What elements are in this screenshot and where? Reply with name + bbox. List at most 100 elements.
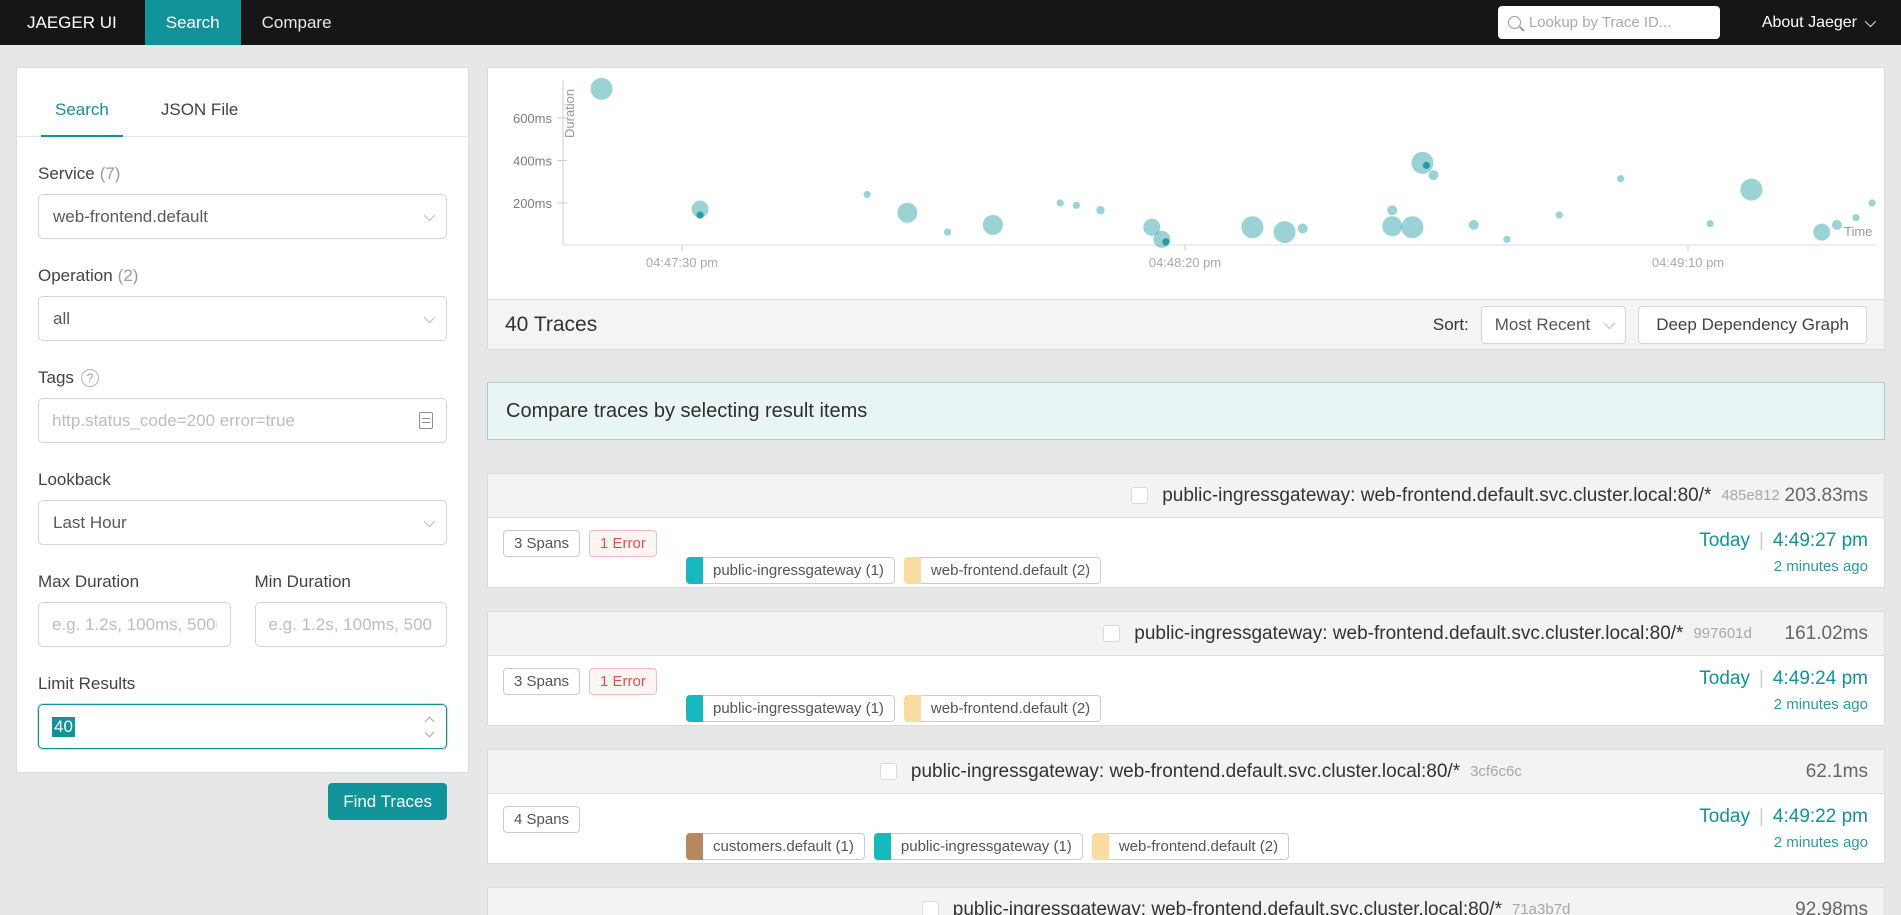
trace-result-card[interactable]: public-ingressgateway: web-frontend.defa… (487, 887, 1885, 915)
trace-scatter-point[interactable] (1143, 218, 1161, 236)
max-duration-input[interactable] (52, 614, 217, 635)
trace-scatter-point[interactable] (1056, 199, 1064, 207)
trace-title[interactable]: public-ingressgateway: web-frontend.defa… (1162, 484, 1712, 506)
number-stepper-icon[interactable] (424, 716, 435, 737)
min-duration-input[interactable] (268, 614, 433, 635)
trace-date-link[interactable]: Today (1699, 668, 1750, 689)
compare-banner: Compare traces by selecting result items (487, 382, 1885, 440)
max-duration-box[interactable] (38, 602, 231, 647)
span-count-pill: 3 Spans (503, 668, 581, 695)
svg-text:04:49:10 pm: 04:49:10 pm (1652, 255, 1724, 270)
trace-card-header: public-ingressgateway: web-frontend.defa… (488, 474, 1884, 518)
trace-time-link[interactable]: 4:49:22 pm (1772, 806, 1868, 827)
trace-lookup-input[interactable] (1528, 14, 1710, 31)
trace-scatter-point[interactable] (1706, 220, 1714, 228)
trace-title[interactable]: public-ingressgateway: web-frontend.defa… (910, 760, 1461, 782)
trace-result-card[interactable]: public-ingressgateway: web-frontend.defa… (487, 473, 1885, 588)
min-duration-box[interactable] (254, 602, 447, 647)
limit-results-value[interactable]: 40 (52, 716, 75, 737)
scatter-plot-svg[interactable]: 200ms 400ms 600ms 04:47:30 pm 04:48:20 pm 04:… (488, 68, 1884, 299)
trace-scatter-point[interactable] (897, 202, 918, 223)
trace-scatter-point[interactable] (1273, 221, 1296, 244)
tags-input[interactable] (52, 410, 411, 431)
trace-scatter-point[interactable] (1162, 238, 1170, 246)
trace-date-link[interactable]: Today (1699, 806, 1750, 827)
span-count-pill: 4 Spans (503, 806, 581, 833)
trace-title[interactable]: public-ingressgateway: web-frontend.defa… (1134, 622, 1684, 644)
trace-scatter-point[interactable] (1382, 216, 1403, 237)
limit-results-label: Limit Results (38, 674, 136, 693)
trace-card-header: public-ingressgateway: web-frontend.defa… (488, 612, 1884, 656)
service-tag-pill: public-ingressgateway (1) (686, 695, 895, 722)
nav-tab-search[interactable]: Search (144, 0, 241, 45)
trace-scatter-point[interactable] (1428, 170, 1439, 181)
service-color-swatch (1091, 833, 1109, 860)
lookback-select[interactable]: Last Hour (38, 500, 447, 545)
trace-scatter-point[interactable] (1411, 151, 1434, 174)
tags-syntax-icon[interactable] (419, 412, 433, 429)
trace-date-link[interactable]: Today (1699, 530, 1750, 551)
trace-relative-time: 2 minutes ago (1773, 696, 1868, 713)
trace-title[interactable]: public-ingressgateway: web-frontend.defa… (952, 898, 1502, 915)
trace-scatter-point[interactable] (943, 228, 952, 236)
trace-result-card[interactable]: public-ingressgateway: web-frontend.defa… (487, 749, 1885, 864)
sidebar-tabs: Search JSON File (17, 88, 468, 137)
trace-scatter-point[interactable] (1401, 216, 1424, 239)
results-header: 40 Traces Sort: Most Recent Deep Depende… (487, 300, 1885, 350)
app-brand: JAEGER UI (27, 12, 117, 32)
trace-result-card[interactable]: public-ingressgateway: web-frontend.defa… (487, 611, 1885, 726)
trace-scatter-point[interactable] (1831, 219, 1842, 230)
trace-lookup-box[interactable] (1497, 6, 1720, 39)
trace-id: 71a3b7d (1511, 901, 1571, 915)
duration-scatter-chart[interactable]: 200ms 400ms 600ms 04:47:30 pm 04:48:20 pm 04:… (487, 67, 1885, 300)
sort-select[interactable]: Most Recent (1480, 305, 1627, 344)
trace-scatter-point[interactable] (691, 200, 709, 218)
deep-dependency-graph-button[interactable]: Deep Dependency Graph (1638, 305, 1867, 344)
trace-scatter-point[interactable] (696, 211, 704, 219)
trace-scatter-point[interactable] (1813, 223, 1831, 241)
trace-scatter-point[interactable] (1740, 178, 1763, 201)
trace-scatter-point[interactable] (1852, 214, 1860, 222)
trace-scatter-point[interactable] (982, 214, 1003, 235)
span-count-pill: 3 Spans (503, 530, 581, 557)
about-jaeger-menu[interactable]: About Jaeger (1762, 14, 1877, 32)
trace-checkbox[interactable] (879, 763, 897, 780)
sort-label: Sort: (1432, 314, 1469, 334)
trace-id: 3cf6c6c (1470, 763, 1522, 780)
trace-scatter-point[interactable] (1868, 199, 1876, 207)
service-color-swatch (686, 833, 703, 860)
limit-results-stepper[interactable]: 40 (38, 704, 447, 749)
lookback-select-value: Last Hour (53, 512, 127, 532)
find-traces-button[interactable]: Find Traces (328, 783, 447, 820)
trace-count: 40 Traces (505, 312, 598, 336)
trace-scatter-point[interactable] (1503, 235, 1511, 243)
trace-scatter-point[interactable] (1096, 206, 1105, 215)
trace-scatter-point[interactable] (1555, 211, 1563, 219)
service-color-swatch (873, 833, 891, 860)
trace-scatter-point[interactable] (1072, 201, 1080, 209)
service-select[interactable]: web-frontend.default (38, 194, 447, 239)
trace-time-link[interactable]: 4:49:27 pm (1772, 530, 1868, 551)
trace-scatter-point[interactable] (1297, 223, 1308, 234)
operation-select[interactable]: all (38, 296, 447, 341)
trace-card-body: 4 Spans customers.default (1) public-ingr… (488, 794, 1884, 863)
trace-scatter-point[interactable] (1422, 161, 1431, 169)
service-select-value: web-frontend.default (53, 206, 208, 226)
help-icon[interactable]: ? (80, 369, 99, 387)
nav-tab-compare[interactable]: Compare (261, 12, 332, 32)
trace-scatter-point[interactable] (1468, 219, 1479, 230)
max-duration-label: Max Duration (38, 572, 140, 591)
trace-scatter-point[interactable] (863, 190, 871, 199)
svg-text:600ms: 600ms (513, 111, 553, 126)
tab-json-file[interactable]: JSON File (160, 100, 239, 119)
trace-time-link[interactable]: 4:49:24 pm (1772, 668, 1868, 689)
trace-scatter-point[interactable] (1241, 216, 1264, 239)
trace-checkbox[interactable] (1103, 625, 1121, 642)
trace-checkbox[interactable] (921, 901, 939, 915)
tab-search[interactable]: Search (41, 88, 123, 137)
trace-scatter-point[interactable] (1387, 205, 1398, 216)
tags-input-box[interactable] (38, 398, 447, 443)
trace-checkbox[interactable] (1131, 487, 1149, 504)
trace-scatter-point[interactable] (1616, 175, 1625, 183)
trace-scatter-point[interactable] (590, 77, 613, 100)
